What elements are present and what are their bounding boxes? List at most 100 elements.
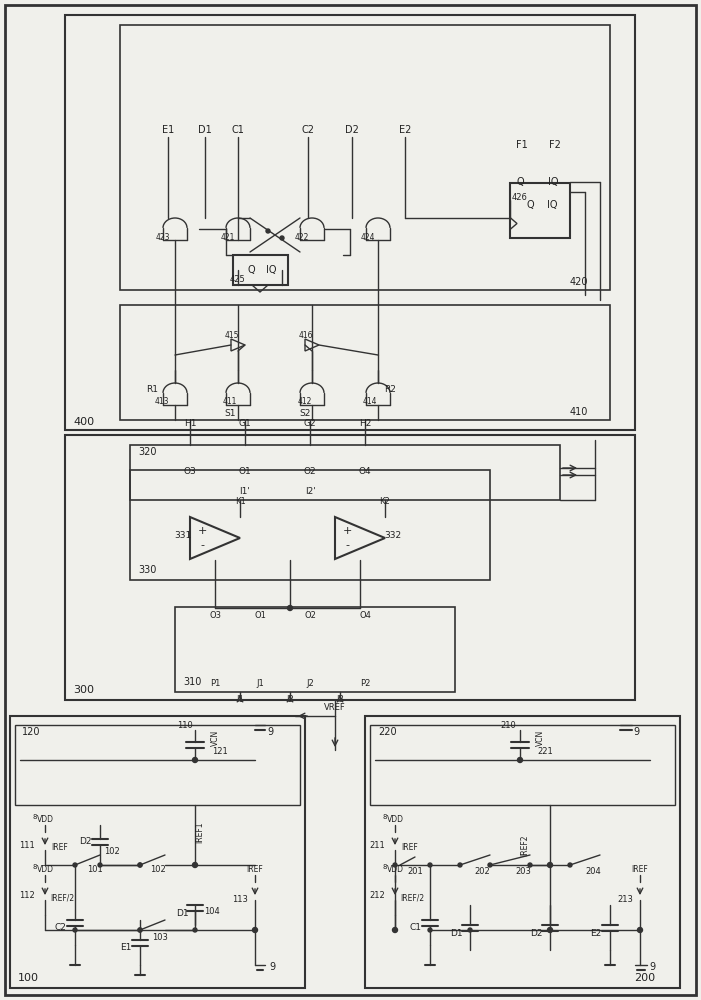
- Text: IQ: IQ: [266, 265, 276, 275]
- Text: IREF1: IREF1: [196, 821, 205, 843]
- Text: 9: 9: [269, 962, 275, 972]
- Text: O3: O3: [184, 468, 196, 477]
- Text: 411: 411: [223, 397, 237, 406]
- Text: 203: 203: [515, 867, 531, 876]
- Text: O1: O1: [238, 468, 252, 477]
- Text: IQ: IQ: [547, 200, 557, 210]
- Text: D1: D1: [449, 928, 463, 938]
- Text: I2': I2': [305, 488, 315, 496]
- Bar: [65, 15, 635, 430]
- Circle shape: [568, 863, 572, 867]
- Text: 8: 8: [33, 814, 37, 820]
- Text: Q: Q: [526, 200, 534, 210]
- Text: -: -: [346, 540, 350, 550]
- Text: VCN: VCN: [536, 730, 545, 746]
- Circle shape: [193, 862, 198, 867]
- Text: 220: 220: [378, 727, 397, 737]
- Text: E2: E2: [399, 125, 411, 135]
- Circle shape: [428, 928, 432, 932]
- Text: 9: 9: [267, 727, 273, 737]
- Circle shape: [547, 862, 552, 867]
- Text: J2: J2: [306, 680, 314, 688]
- Text: 425: 425: [229, 275, 245, 284]
- Text: 423: 423: [156, 232, 170, 241]
- Text: S1: S1: [224, 408, 236, 418]
- Text: 121: 121: [212, 748, 228, 756]
- Text: I1: I1: [236, 696, 244, 704]
- Circle shape: [458, 863, 462, 867]
- Text: J1: J1: [256, 680, 264, 688]
- Text: D2: D2: [530, 928, 543, 938]
- Text: 320: 320: [138, 447, 156, 457]
- Text: 426: 426: [512, 194, 528, 202]
- Text: VDD: VDD: [386, 816, 404, 824]
- Text: IREF: IREF: [402, 844, 418, 852]
- Text: F1: F1: [516, 140, 528, 150]
- Circle shape: [528, 863, 532, 867]
- Text: 201: 201: [407, 867, 423, 876]
- Bar: [175, 607, 455, 692]
- Bar: [130, 445, 560, 500]
- Text: 104: 104: [204, 908, 220, 916]
- Bar: [120, 305, 610, 420]
- Text: VDD: VDD: [36, 865, 53, 874]
- Text: +: +: [343, 526, 352, 536]
- Text: E1: E1: [121, 944, 132, 952]
- Text: IREF: IREF: [52, 844, 69, 852]
- Text: 204: 204: [585, 867, 601, 876]
- Text: I2: I2: [286, 696, 294, 704]
- Text: 416: 416: [299, 330, 313, 340]
- Circle shape: [393, 928, 397, 932]
- Text: VDD: VDD: [386, 865, 404, 874]
- Text: S2: S2: [299, 408, 311, 418]
- Text: I1': I1': [240, 488, 250, 496]
- Text: O2: O2: [304, 611, 316, 620]
- Text: 9: 9: [649, 962, 655, 972]
- Text: -: -: [200, 540, 205, 550]
- Text: 120: 120: [22, 727, 41, 737]
- Text: 101: 101: [87, 865, 103, 874]
- Bar: [10, 716, 305, 988]
- Circle shape: [98, 863, 102, 867]
- Circle shape: [138, 928, 142, 932]
- Circle shape: [517, 758, 522, 762]
- Text: 202: 202: [474, 867, 490, 876]
- Bar: [15, 725, 300, 805]
- Text: C1: C1: [409, 924, 421, 932]
- Text: P1: P1: [210, 680, 220, 688]
- Text: E1: E1: [162, 125, 174, 135]
- Text: C1: C1: [231, 125, 245, 135]
- Text: 221: 221: [537, 748, 553, 756]
- Circle shape: [393, 863, 397, 867]
- Text: K2: K2: [380, 497, 390, 506]
- Text: I3: I3: [336, 696, 344, 704]
- Text: 422: 422: [295, 232, 309, 241]
- Text: D1: D1: [176, 908, 189, 918]
- Bar: [365, 716, 680, 988]
- Text: 102: 102: [150, 865, 166, 874]
- Text: D2: D2: [345, 125, 359, 135]
- Text: O3: O3: [209, 611, 221, 620]
- Text: +: +: [198, 526, 207, 536]
- Circle shape: [287, 605, 292, 610]
- Circle shape: [73, 863, 77, 867]
- Text: 421: 421: [221, 232, 236, 241]
- Bar: [130, 470, 490, 580]
- Text: 8: 8: [383, 814, 387, 820]
- Text: VCN: VCN: [210, 730, 219, 746]
- Circle shape: [138, 928, 142, 932]
- Text: Q: Q: [516, 177, 524, 187]
- Text: E2: E2: [590, 928, 601, 938]
- Bar: [370, 725, 675, 805]
- Circle shape: [637, 928, 643, 932]
- Circle shape: [138, 863, 142, 867]
- Circle shape: [73, 928, 77, 932]
- Text: 102: 102: [104, 848, 120, 856]
- Text: 9: 9: [633, 727, 639, 737]
- Bar: [65, 435, 635, 700]
- Text: 330: 330: [138, 565, 156, 575]
- Text: 8: 8: [383, 864, 387, 870]
- Text: R2: R2: [384, 385, 396, 394]
- Text: D2: D2: [79, 838, 91, 846]
- Text: C2: C2: [54, 924, 66, 932]
